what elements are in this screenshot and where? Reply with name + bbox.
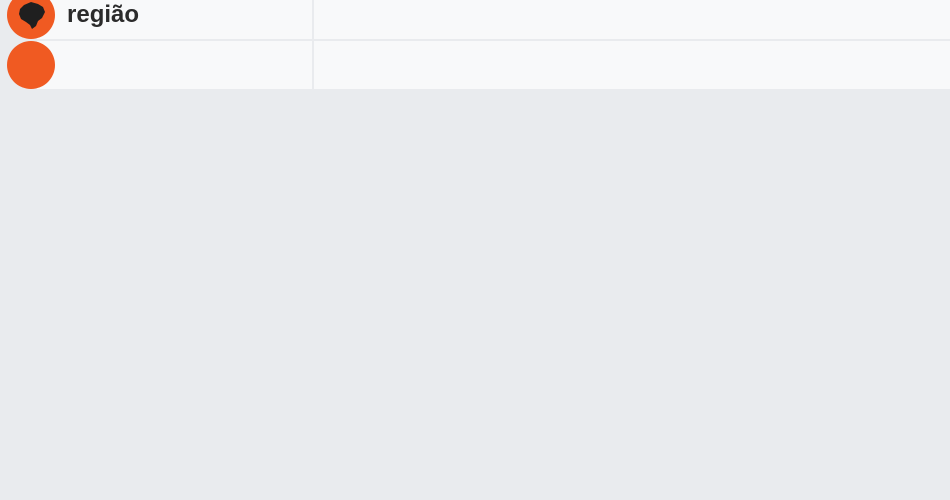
- group-title: região: [67, 1, 140, 28]
- orange-circle-icon: [7, 40, 55, 89]
- label-cell: [37, 40, 312, 89]
- brazil-map-icon: [7, 0, 55, 39]
- group-header-row: [0, 40, 950, 89]
- bar-cell: [314, 40, 950, 89]
- label-cell: [37, 0, 312, 39]
- bar-cell: [314, 0, 950, 39]
- brazil-shape: [19, 2, 45, 29]
- group-header-row: região: [0, 0, 950, 39]
